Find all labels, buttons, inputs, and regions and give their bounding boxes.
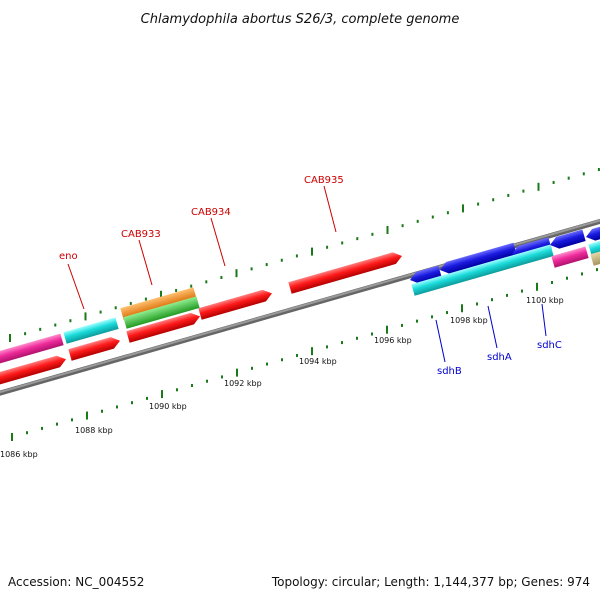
blue-gene-sdhb — [440, 242, 517, 274]
tick-label-1090: 1090 kbp — [149, 402, 187, 411]
gene-label-cab935: CAB935 — [304, 175, 344, 186]
leader-line-6 — [541, 303, 547, 337]
green-gene — [123, 296, 200, 329]
tick-label-1088: 1088 kbp — [75, 426, 113, 435]
inner-tick-marks — [11, 268, 598, 441]
tick-label-1100: 1100 kbp — [526, 296, 564, 305]
leader-line-0 — [67, 263, 85, 310]
magenta-gene-right — [551, 246, 589, 268]
cyan-gene-edge-shape — [588, 238, 600, 256]
tick-label-1096: 1096 kbp — [374, 336, 412, 345]
tan-gene-edge-shape — [590, 249, 600, 266]
genome-summary-text: Topology: circular; Length: 1,144,377 bp… — [271, 575, 590, 589]
red-gene-left — [0, 355, 66, 387]
label-leader-lines — [67, 185, 547, 363]
gene-label-cab933: CAB933 — [121, 229, 161, 240]
blue-gene-sdha-shape — [512, 237, 552, 258]
red-gene-cab934-shape — [198, 289, 272, 320]
leader-line-3 — [323, 185, 337, 233]
tan-gene-edge — [590, 249, 600, 266]
tick-label-1086: 1086 kbp — [0, 450, 38, 459]
gene-labels: eno CAB933 CAB934 CAB935 sdhB sdhA sdhC — [59, 175, 562, 377]
red-gene-cab933-shape — [126, 312, 200, 343]
red-gene-left-shape — [0, 355, 66, 387]
gene-label-sdhc: sdhC — [537, 340, 562, 351]
ruler-labels: 1086 kbp 1088 kbp 1090 kbp 1092 kbp 1094… — [0, 296, 564, 459]
gene-label-cab934: CAB934 — [191, 207, 231, 218]
leader-line-2 — [210, 217, 226, 267]
red-gene-left-2-shape — [68, 337, 121, 361]
cyan-gene-eno — [63, 317, 119, 344]
orange-gene-shape — [120, 287, 197, 320]
blue-gene-sdhc — [550, 229, 586, 249]
leader-line-5 — [487, 305, 498, 349]
magenta-gene-left — [0, 333, 64, 366]
orange-gene — [120, 287, 197, 320]
tick-label-1098: 1098 kbp — [450, 316, 488, 325]
map-title: Chlamydophila abortus S26/3, complete ge… — [141, 12, 460, 27]
blue-gene-edge-shape — [586, 224, 600, 241]
green-gene-shape — [123, 296, 200, 329]
outer-tick-marks — [9, 168, 600, 342]
red-gene-cab935 — [288, 252, 403, 294]
cyan-gene-right-shape — [411, 244, 554, 296]
blue-gene-sdhc-shape — [550, 229, 586, 249]
cyan-gene-edge — [588, 238, 600, 256]
accession-text: Accession: NC_004552 — [8, 575, 144, 589]
gene-features — [0, 224, 600, 387]
cyan-gene-right — [411, 244, 554, 296]
cyan-gene-eno-shape — [63, 317, 119, 344]
blue-gene-sdha — [512, 237, 552, 258]
gene-label-sdha: sdhA — [487, 352, 512, 363]
red-gene-cab933 — [126, 312, 200, 343]
red-gene-cab934 — [198, 289, 272, 320]
magenta-gene-left-shape — [0, 333, 64, 366]
leader-line-1 — [138, 239, 153, 286]
red-gene-cab935-shape — [288, 252, 403, 294]
blue-gene-sdhb-shape — [440, 242, 517, 274]
blue-gene-edge — [586, 224, 600, 241]
tick-label-1092: 1092 kbp — [224, 379, 262, 388]
gene-label-sdhb: sdhB — [437, 366, 462, 377]
magenta-gene-right-shape — [551, 246, 589, 268]
leader-line-4 — [435, 319, 446, 363]
gene-label-eno: eno — [59, 251, 78, 262]
red-gene-left-2 — [68, 337, 121, 361]
tick-label-1094: 1094 kbp — [299, 357, 337, 366]
